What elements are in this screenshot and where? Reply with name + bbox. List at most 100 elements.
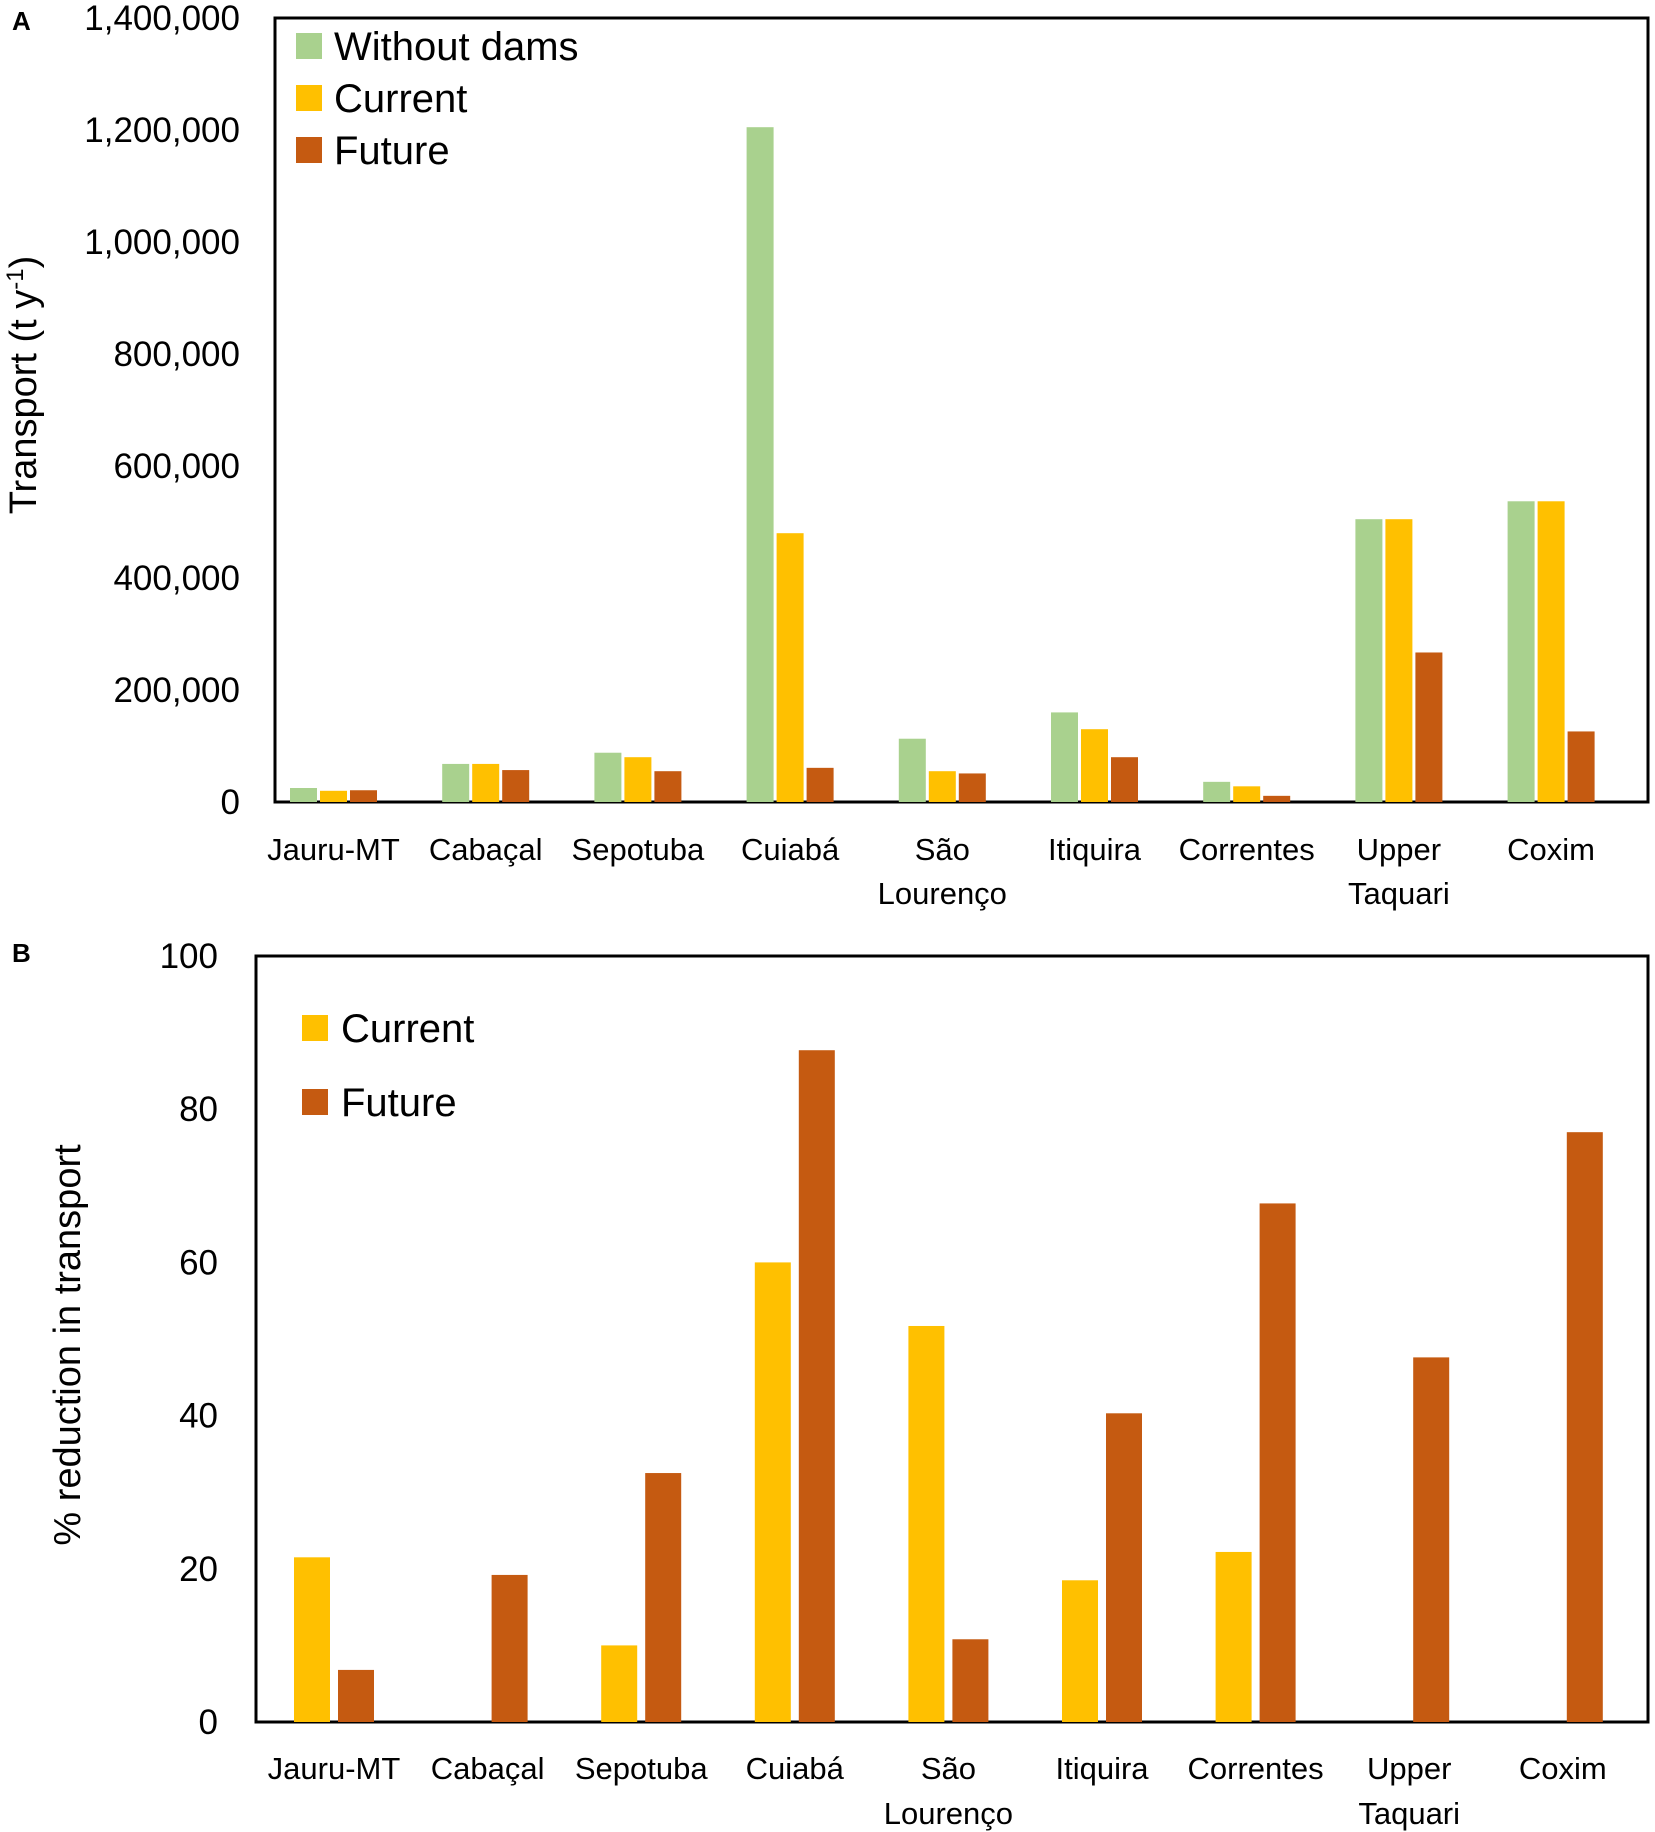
bar-future	[1111, 757, 1138, 802]
bar-future	[645, 1473, 682, 1722]
bar-future	[958, 773, 986, 802]
bar-current	[928, 771, 956, 802]
x-category-label: Taquari	[1348, 876, 1450, 911]
x-category-label: Cuiabá	[746, 1751, 845, 1786]
y-tick-label: 600,000	[113, 447, 240, 486]
x-category-label: São	[915, 832, 970, 867]
legend-label-current: Current	[334, 77, 467, 121]
x-category-label: Itiquira	[1048, 832, 1142, 867]
bar-without-dams	[1203, 781, 1231, 802]
y-tick-label: 0	[199, 1703, 218, 1742]
bar-without-dams	[1507, 501, 1535, 802]
bar-future	[350, 790, 377, 802]
panel-letter: A	[12, 6, 31, 36]
x-category-label: Correntes	[1188, 1751, 1324, 1786]
bar-current	[1081, 729, 1108, 802]
panel-a-chart: A 0 200,000 400,000 600,000 800,000 1,000,000 1…	[2, 0, 1650, 911]
legend-label-without-dams: Without dams	[334, 25, 579, 69]
x-category-label: Cabaçal	[429, 832, 543, 867]
x-category-label: Taquari	[1358, 1796, 1460, 1831]
y-tick-label: 100	[160, 937, 218, 976]
bar-future	[654, 771, 682, 802]
x-category-label: Coxim	[1507, 832, 1595, 867]
plot-frame	[254, 954, 1650, 1724]
bar-future	[952, 1639, 989, 1722]
bar-future	[491, 1574, 528, 1722]
y-tick-label: 20	[179, 1550, 218, 1589]
bar-current	[1537, 501, 1565, 802]
bar-future	[1566, 1132, 1603, 1722]
bar-future	[502, 770, 530, 802]
bar-current	[601, 1645, 638, 1722]
x-category-label: Correntes	[1179, 832, 1315, 867]
y-tick-label: 800,000	[113, 335, 240, 374]
bar-current	[1233, 786, 1261, 802]
x-category-label: São	[921, 1751, 976, 1786]
x-category-label: Coxim	[1519, 1751, 1607, 1786]
bar-current	[320, 790, 347, 802]
bar-without-dams	[898, 738, 926, 802]
panel-b-chart: B 0 20 40 60 80 100 % reduction in transport Jau…	[12, 937, 1650, 1831]
bar-without-dams	[290, 788, 317, 802]
bar-future	[1415, 652, 1443, 802]
y-tick-label: 1,000,000	[84, 223, 240, 262]
legend-label-future: Future	[334, 129, 450, 173]
bar-without-dams	[746, 127, 774, 802]
bar-future	[1259, 1203, 1296, 1722]
bar-future	[798, 1050, 835, 1722]
panel-letter: B	[12, 938, 31, 968]
y-axis-title-text: % reduction in transport	[47, 1144, 89, 1546]
bar-current	[624, 757, 652, 802]
bar-current	[776, 533, 804, 802]
y-axis-title-end: )	[3, 256, 45, 269]
x-category-label: Lourenço	[878, 876, 1007, 911]
bar-current	[1062, 1580, 1098, 1722]
y-axis-title-superscript: -1	[2, 268, 29, 289]
bar-future	[806, 767, 834, 802]
y-axis-title: % reduction in transport	[47, 1144, 89, 1546]
legend-swatch-current	[296, 85, 322, 111]
x-category-label: Upper	[1357, 832, 1441, 867]
bar-without-dams	[594, 752, 622, 802]
x-category-label: Lourenço	[884, 1796, 1013, 1831]
bar-future	[1106, 1413, 1142, 1722]
legend-swatch-without-dams	[296, 33, 322, 59]
y-tick-label: 0	[221, 783, 240, 822]
legend-swatch-future	[302, 1089, 328, 1115]
x-category-label: Sepotuba	[572, 832, 705, 867]
legend-label-current: Current	[341, 1007, 474, 1051]
y-tick-label: 80	[179, 1090, 218, 1129]
bar-current	[1215, 1551, 1252, 1722]
y-tick-label: 1,400,000	[84, 0, 240, 38]
y-axis-title: Transport (t y-1)	[2, 256, 46, 515]
x-category-label: Itiquira	[1055, 1751, 1149, 1786]
bar-current	[1385, 519, 1413, 802]
x-category-label: Sepotuba	[575, 1751, 708, 1786]
bar-future	[338, 1669, 374, 1722]
bar-future	[1263, 795, 1291, 802]
bar-without-dams	[442, 763, 470, 802]
bar-current	[294, 1557, 330, 1722]
bar-future	[1567, 731, 1595, 802]
x-category-label: Upper	[1367, 1751, 1451, 1786]
legend-swatch-current	[302, 1015, 328, 1041]
bar-without-dams	[1051, 712, 1078, 802]
bar-current	[908, 1325, 945, 1722]
bar-current	[754, 1262, 791, 1722]
x-category-label: Cuiabá	[741, 832, 840, 867]
y-tick-label: 40	[179, 1397, 218, 1436]
bar-without-dams	[1355, 519, 1383, 802]
x-category-label: Jauru-MT	[267, 832, 400, 867]
y-tick-label: 1,200,000	[84, 111, 240, 150]
x-category-label: Jauru-MT	[268, 1751, 401, 1786]
bar-current	[472, 763, 500, 802]
legend-label-future: Future	[341, 1081, 457, 1125]
y-tick-label: 60	[179, 1243, 218, 1282]
x-category-label: Cabaçal	[431, 1751, 545, 1786]
bar-future	[1413, 1357, 1450, 1722]
y-axis-title-text: Transport (t y	[3, 290, 45, 515]
y-tick-label: 200,000	[113, 671, 240, 710]
y-tick-label: 400,000	[113, 559, 240, 598]
legend-swatch-future	[296, 137, 322, 163]
